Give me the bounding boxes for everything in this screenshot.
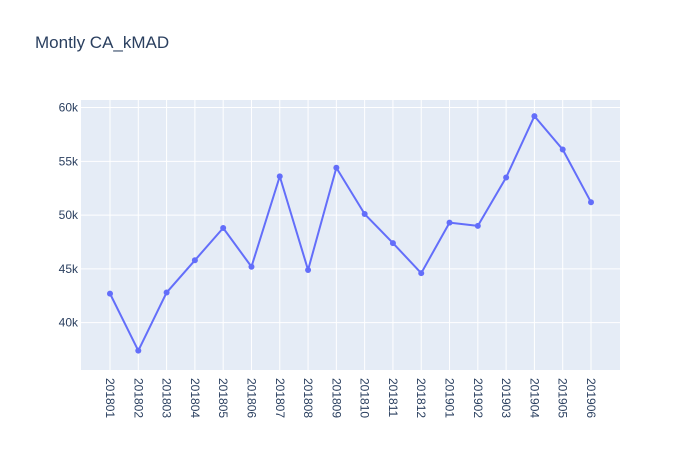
y-tick-label: 60k [59, 101, 79, 115]
data-point[interactable] [135, 347, 142, 354]
x-tick-label: 201904 [527, 378, 541, 418]
x-tick-label: 201811 [386, 378, 400, 417]
x-tick-label: 201803 [160, 378, 174, 418]
series-layer [107, 113, 594, 354]
data-point[interactable] [276, 173, 283, 180]
data-point[interactable] [163, 289, 170, 296]
data-point[interactable] [389, 240, 396, 247]
plot-area [81, 100, 620, 370]
x-tick-label: 201805 [216, 378, 230, 418]
x-tick-label: 201901 [443, 378, 457, 418]
x-tick-label: 201809 [329, 378, 343, 418]
x-tick-label: 201802 [131, 378, 145, 418]
series-line [109, 115, 592, 352]
x-tick-label: 201905 [556, 378, 570, 418]
x-tick-label: 201902 [471, 378, 485, 418]
data-point[interactable] [446, 219, 453, 226]
data-point[interactable] [333, 164, 340, 171]
data-point[interactable] [220, 225, 227, 232]
data-point[interactable] [474, 222, 481, 229]
x-axis-ticks: 201801 201802 201803 201804 201805 201806 2018… [103, 378, 598, 418]
data-point[interactable] [248, 263, 255, 270]
y-tick-label: 40k [59, 316, 79, 330]
data-point[interactable] [107, 290, 113, 297]
data-point[interactable] [503, 174, 510, 181]
data-point[interactable] [588, 199, 594, 206]
y-tick-label: 50k [59, 208, 79, 222]
y-axis-ticks: 40k 45k 50k 55k 60k [59, 101, 79, 330]
x-tick-label: 201903 [499, 378, 513, 418]
data-point[interactable] [191, 257, 198, 264]
data-point[interactable] [418, 270, 425, 277]
x-tick-label: 201812 [414, 378, 428, 418]
x-tick-label: 201906 [584, 378, 598, 418]
data-point[interactable] [305, 266, 312, 273]
data-point[interactable] [531, 113, 538, 120]
y-tick-label: 55k [59, 154, 79, 168]
chart-title: Montly CA_kMAD [35, 33, 170, 52]
x-tick-label: 201801 [103, 378, 117, 418]
x-tick-label: 201807 [273, 378, 287, 418]
data-point[interactable] [361, 211, 368, 218]
x-tick-label: 201804 [188, 378, 202, 418]
x-tick-label: 201808 [301, 378, 315, 418]
y-tick-label: 45k [59, 262, 79, 276]
x-tick-label: 201806 [244, 378, 258, 418]
data-point[interactable] [559, 146, 566, 153]
grid-lines [81, 100, 620, 370]
x-tick-label: 201810 [358, 378, 372, 418]
